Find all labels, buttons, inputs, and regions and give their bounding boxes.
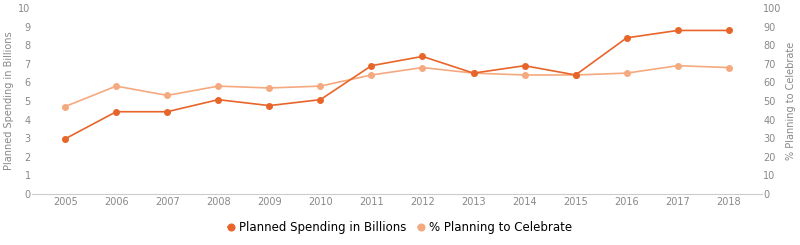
% Planning to Celebrate (60, 105, 70, 108)
Planned Spending in Billions (622, 37, 631, 39)
% Planning to Celebrate (520, 74, 530, 76)
% Planning to Celebrate (418, 66, 427, 69)
% Planning to Celebrate (673, 64, 682, 67)
Planned Spending in Billions (214, 98, 223, 101)
Planned Spending in Billions (265, 104, 274, 107)
Planned Spending in Billions (673, 29, 682, 32)
% Planning to Celebrate (366, 74, 376, 76)
Planned Spending in Billions (111, 110, 121, 113)
Planned Spending in Billions (366, 64, 376, 67)
Line: % Planning to Celebrate: % Planning to Celebrate (62, 63, 731, 109)
% Planning to Celebrate (315, 85, 325, 87)
Planned Spending in Billions (469, 72, 478, 74)
% Planning to Celebrate (622, 72, 631, 74)
Planned Spending in Billions (315, 98, 325, 101)
% Planning to Celebrate (469, 72, 478, 74)
% Planning to Celebrate (570, 74, 580, 76)
% Planning to Celebrate (111, 85, 121, 87)
Y-axis label: % Planning to Celebrate: % Planning to Celebrate (786, 42, 796, 160)
Planned Spending in Billions (724, 29, 734, 32)
Planned Spending in Billions (60, 137, 70, 140)
% Planning to Celebrate (265, 86, 274, 89)
% Planning to Celebrate (724, 66, 734, 69)
Planned Spending in Billions (162, 110, 172, 113)
Planned Spending in Billions (520, 64, 530, 67)
Planned Spending in Billions (570, 74, 580, 76)
Legend: Planned Spending in Billions, % Planning to Celebrate: Planned Spending in Billions, % Planning… (223, 217, 577, 239)
Line: Planned Spending in Billions: Planned Spending in Billions (62, 28, 731, 142)
Planned Spending in Billions (418, 55, 427, 58)
% Planning to Celebrate (162, 94, 172, 97)
% Planning to Celebrate (214, 85, 223, 87)
Y-axis label: Planned Spending in Billions: Planned Spending in Billions (4, 32, 14, 170)
